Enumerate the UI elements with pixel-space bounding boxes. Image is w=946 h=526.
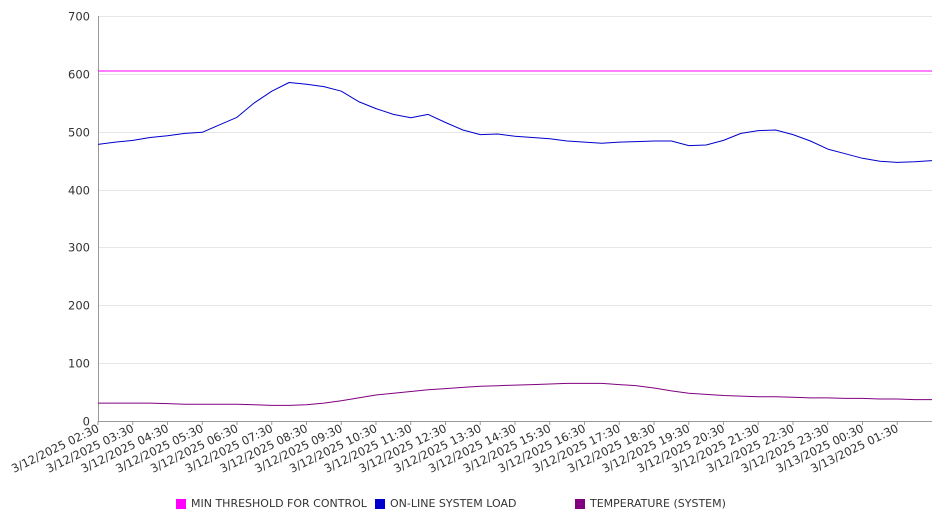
y-tick-label: 200 xyxy=(68,299,90,313)
legend-item-threshold: MIN THRESHOLD FOR CONTROL xyxy=(176,497,367,510)
gridlines xyxy=(98,16,932,364)
series-line-1 xyxy=(97,82,933,163)
legend-label-system-load: ON-LINE SYSTEM LOAD xyxy=(390,497,517,510)
legend-item-system-load: ON-LINE SYSTEM LOAD xyxy=(375,497,516,510)
legend-item-temperature: TEMPERATURE (SYSTEM) xyxy=(575,497,726,510)
y-tick-label: 300 xyxy=(68,241,90,255)
y-tick-label: 400 xyxy=(68,184,90,198)
y-tick-label: 700 xyxy=(68,10,90,24)
y-tick-labels: 0 100 200 300 400 500 600 700 xyxy=(68,10,90,429)
series-line-2 xyxy=(98,382,932,406)
legend-swatch-temperature xyxy=(575,498,585,509)
legend-label-threshold: MIN THRESHOLD FOR CONTROL xyxy=(191,497,367,510)
axes xyxy=(98,16,932,422)
y-tick-label: 500 xyxy=(68,126,90,140)
y-tick-label: 600 xyxy=(68,68,90,82)
y-tick-label: 0 xyxy=(83,415,90,429)
legend: MIN THRESHOLD FOR CONTROL ON-LINE SYSTEM… xyxy=(0,497,946,515)
y-tick-label: 100 xyxy=(68,357,90,371)
x-tick-labels: 3/12/2025 02:303/12/2025 03:303/12/2025 … xyxy=(9,421,901,476)
legend-swatch-system-load xyxy=(375,498,385,509)
series-lines xyxy=(97,70,933,406)
legend-label-temperature: TEMPERATURE (SYSTEM) xyxy=(590,497,726,510)
legend-swatch-threshold xyxy=(176,498,186,509)
